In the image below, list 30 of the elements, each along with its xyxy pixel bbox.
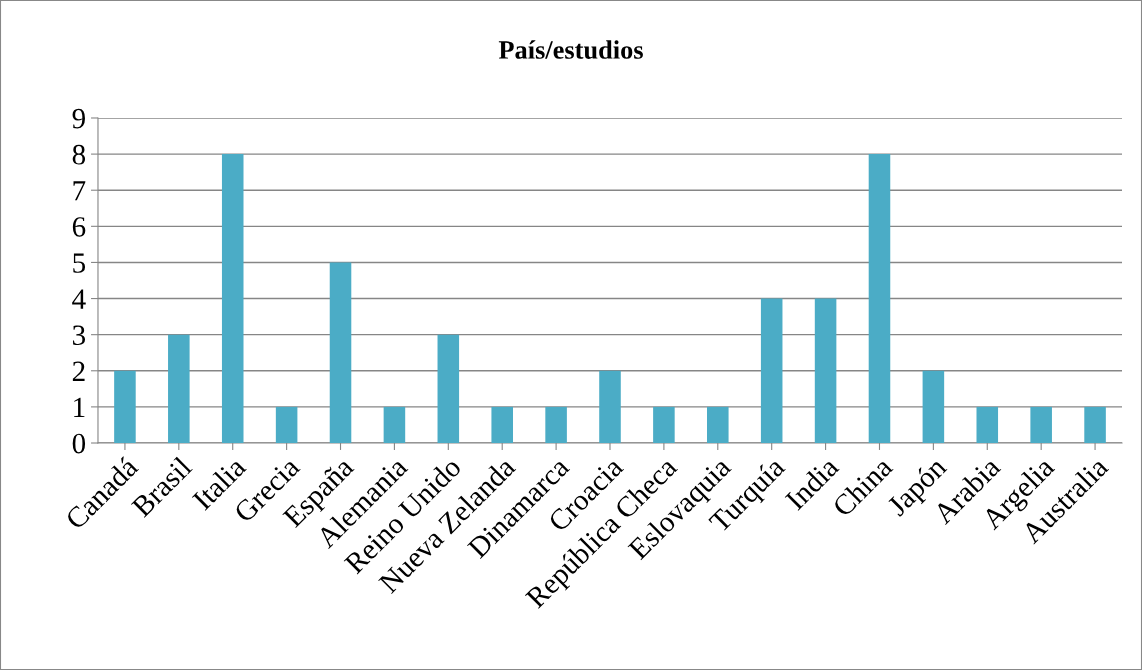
- bar: [653, 406, 675, 443]
- bar: [976, 406, 999, 443]
- bar: [814, 298, 837, 443]
- y-tick-label: 6: [72, 217, 86, 237]
- chart-title: País/estudios: [498, 40, 643, 59]
- y-tick-label: 0: [72, 433, 86, 454]
- bar: [491, 406, 513, 443]
- y-tick-label: 1: [74, 397, 85, 418]
- bar: [114, 370, 136, 443]
- y-tick-label: 9: [72, 108, 85, 129]
- bar: [1030, 406, 1052, 443]
- y-tick-label: 2: [72, 361, 85, 381]
- bar: [1084, 406, 1106, 443]
- y-tick-label: 8: [72, 144, 86, 165]
- bar: [545, 406, 567, 443]
- bar: [437, 334, 460, 443]
- y-tick-label: 4: [72, 289, 86, 309]
- bar: [868, 154, 891, 443]
- y-tick-label: 3: [72, 325, 86, 346]
- bar: [275, 406, 298, 443]
- bar: [922, 370, 945, 443]
- bar: [329, 262, 352, 443]
- bar: [383, 406, 406, 443]
- bar: [707, 406, 729, 443]
- bar: [221, 154, 244, 443]
- y-tick-label: 5: [73, 253, 86, 273]
- y-tick-label: 7: [73, 181, 86, 201]
- bar: [760, 298, 783, 443]
- bar: [599, 370, 621, 443]
- bar: [168, 334, 190, 443]
